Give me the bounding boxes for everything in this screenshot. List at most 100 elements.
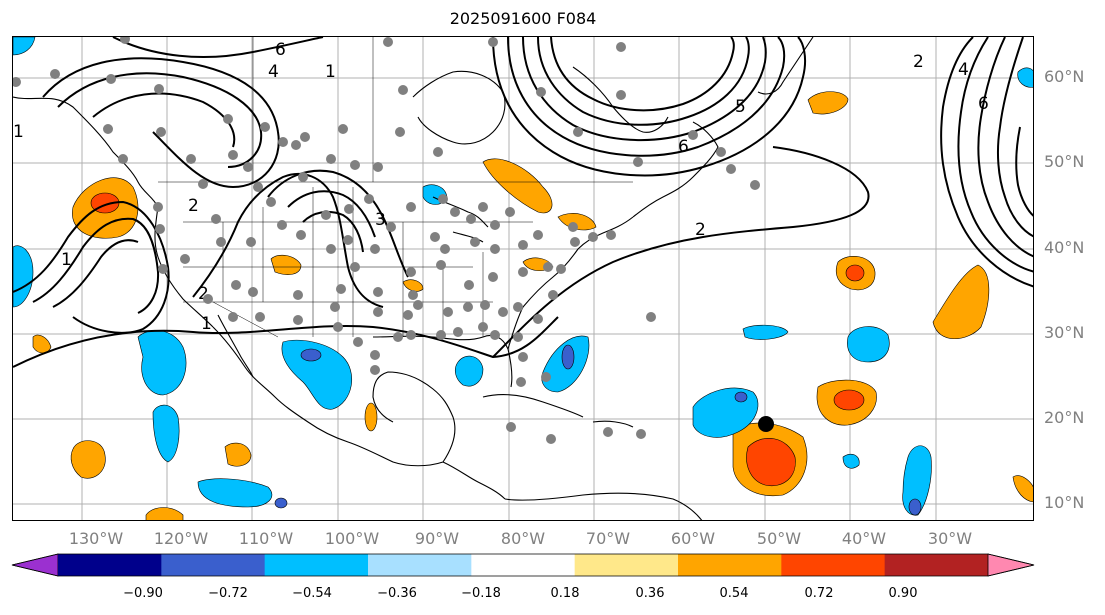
contour-label-hudson-5: 5	[735, 97, 746, 117]
contour-label-pacific-1: 1	[61, 250, 72, 270]
coast-gulf-mexico	[372, 371, 456, 463]
colorbar-segment	[574, 554, 679, 576]
colorbar-segment	[161, 554, 266, 576]
contour-east-5	[1015, 126, 1033, 217]
contour-label-plains: 3	[375, 210, 386, 230]
lon-label-50w: 50°W	[756, 529, 802, 548]
pos-blob-gulf	[364, 402, 378, 432]
neg-blob-florida	[454, 355, 484, 387]
colorbar	[11, 553, 1035, 577]
neg-blob-pacific-w	[13, 245, 34, 308]
contour-hudson-3	[522, 37, 767, 142]
neg-blob-pacific-m	[152, 404, 180, 463]
lon-label-100w: 100°W	[324, 529, 380, 548]
pos-blob-tn	[402, 279, 424, 292]
coast-s-america	[504, 492, 703, 520]
contour-label-east-6: 6	[978, 94, 989, 114]
contour-hudson-2	[507, 37, 786, 157]
neg-blob-mexico	[281, 339, 352, 410]
colorbar-segment	[678, 554, 782, 576]
contour-label-alaska: 1	[325, 62, 336, 82]
contour-plains-3	[302, 210, 364, 253]
pos-blob-east-atl	[932, 264, 990, 339]
contour-pacific-1	[13, 200, 170, 334]
contour-label-atlantic: 2	[695, 220, 706, 240]
map-panel: 1 1 2 1 2 3 5 6 2 2 4 6 4 6 1	[12, 36, 1034, 521]
map-title: 2025091600 F084	[449, 9, 597, 28]
coast-baja	[212, 326, 444, 467]
lon-label-120w: 120°W	[153, 529, 209, 548]
pos-blob-azores	[807, 91, 849, 115]
contour-plains-2	[287, 190, 376, 238]
contour-label-baja: 1	[201, 314, 212, 334]
contour-label-east-2: 2	[913, 52, 924, 72]
coast-hudson	[412, 70, 506, 145]
contour-atlantic-2	[492, 146, 870, 358]
contour-label-mx: 1	[13, 122, 24, 142]
lat-label-50n: 50°N	[1044, 152, 1085, 171]
lat-label-20n: 20°N	[1044, 408, 1085, 427]
contour-alaska-1	[42, 57, 280, 189]
colorbar-segment	[781, 554, 886, 576]
pos-blob-mexico	[224, 442, 252, 467]
colorbar-tick: −0.18	[461, 586, 501, 601]
colorbar-segment	[471, 554, 576, 576]
contour-hudson-5	[550, 37, 735, 112]
contour-lines	[13, 37, 1033, 368]
colorbar-segment	[368, 554, 472, 576]
colorbar-tick: 0.54	[719, 586, 749, 601]
colorbar-tick: −0.54	[292, 586, 332, 601]
neg-blob-far-se	[842, 453, 860, 469]
contour-pacific-3	[52, 239, 139, 308]
colorbar-tick: 0.36	[635, 586, 665, 601]
contour-alaska-3	[92, 92, 236, 148]
colorbar-segment	[264, 554, 369, 576]
pos-core-central-atl	[746, 438, 796, 487]
colorbar-tick: 0.90	[888, 586, 918, 601]
contour-plains-1	[267, 169, 409, 278]
colorbar-tick: −0.72	[208, 586, 248, 601]
lat-label-10n: 10°N	[1044, 493, 1085, 512]
contour-east-2	[957, 37, 1033, 273]
contour-hudson-1	[492, 37, 807, 177]
lon-label-130w: 130°W	[68, 529, 124, 548]
anomaly-shading	[13, 37, 1033, 520]
lon-label-70w: 70°W	[585, 529, 631, 548]
neg-blob-upper-mid	[742, 324, 789, 340]
contour-label-hudson-6: 6	[678, 137, 689, 157]
lon-label-30w: 30°W	[927, 529, 973, 548]
contour-label-rockies: 2	[188, 196, 199, 216]
coast-hispaniola	[592, 420, 634, 428]
pos-core-mid-atl-1	[833, 389, 865, 411]
neg-core-trop-e	[908, 498, 922, 516]
coast-alaska-bc	[13, 96, 159, 208]
neg-blob-mid-atl	[847, 326, 890, 363]
colorbar-segment	[58, 554, 162, 576]
lat-label-60n: 60°N	[1044, 67, 1085, 86]
contour-east-3	[977, 37, 1033, 258]
neg-blob-california	[137, 330, 187, 396]
contour-upper-west	[112, 37, 324, 58]
pos-blob-rockies	[270, 254, 302, 275]
lon-label-40w: 40°W	[841, 529, 887, 548]
lon-label-60w: 60°W	[670, 529, 716, 548]
contour-label-nw-4: 4	[268, 62, 279, 82]
colorbar-tick: −0.90	[123, 586, 163, 601]
lon-label-80w: 80°W	[500, 529, 546, 548]
colorbar-tick: −0.36	[377, 586, 417, 601]
colorbar-extend-high	[987, 553, 1035, 577]
neg-blob-ne-corner	[1017, 67, 1033, 88]
colorbar-tick: 0.72	[804, 586, 834, 601]
colorbar-outline	[11, 553, 1035, 577]
pos-core-mid-atl-2	[845, 264, 865, 282]
coast-canada-e	[632, 121, 719, 218]
contour-alaska-2	[57, 72, 263, 168]
contour-pacific-2	[32, 217, 160, 314]
neg-core-pacific-sw	[274, 497, 288, 509]
coast-gulf-us	[372, 334, 513, 388]
coast-cuba	[482, 393, 584, 418]
neg-blob-pacific-sw	[197, 478, 273, 508]
contour-hudson-4	[537, 37, 750, 126]
contour-label-layer: 1 1 2 1 2 3 5 6 2 2 4 6 4 6 1	[13, 40, 989, 334]
coast-central-am	[442, 461, 506, 500]
